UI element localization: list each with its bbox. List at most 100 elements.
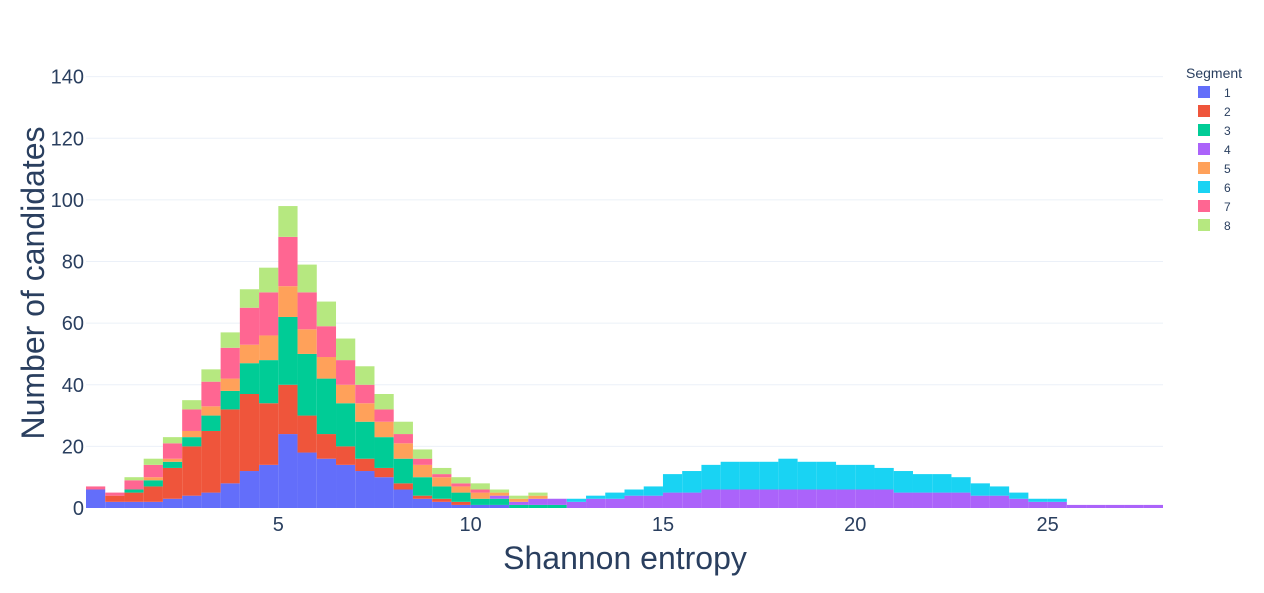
bar-segment-5 [278, 286, 298, 317]
bar-segment-4 [1009, 498, 1029, 508]
bar-segment-7 [451, 483, 471, 487]
bar-segment-2 [182, 446, 202, 496]
y-tick-label: 80 [62, 252, 84, 274]
bar-segment-1 [297, 452, 317, 508]
bar-segment-4 [489, 495, 510, 499]
bar-segment-8 [124, 477, 144, 481]
bar-segment-8 [278, 206, 298, 237]
bar-segment-6 [759, 461, 779, 490]
bar-segment-7 [470, 489, 490, 493]
bar-segment-1 [470, 504, 490, 508]
bar-segment-1 [220, 483, 240, 508]
bar-segment-5 [220, 378, 240, 391]
x-axis-ticks: 5 10 15 20 25 [273, 514, 1059, 536]
bar-segment-7 [143, 464, 163, 478]
bar-segment-7 [336, 360, 356, 385]
bar-segment-3 [143, 480, 163, 487]
bar-segment-6 [662, 474, 683, 493]
bar-segment-2 [162, 467, 183, 499]
bar-segment-1 [278, 434, 298, 508]
bar-segment-7 [259, 292, 279, 336]
bar-segment-4 [720, 489, 740, 508]
bar-segment-8 [528, 492, 548, 496]
bar-segment-2 [124, 492, 144, 502]
bar-segment-4 [1066, 504, 1087, 508]
bar-segment-4 [912, 492, 933, 508]
bar-segment-1 [201, 492, 221, 508]
bar-segment-2 [259, 403, 279, 465]
legend-label: 1 [1224, 86, 1231, 100]
bar-segment-6 [932, 474, 952, 493]
bar-segment-2 [143, 486, 163, 502]
bar-segment-4 [932, 492, 952, 508]
bar-segment-1 [489, 504, 510, 508]
bar-segment-4 [1028, 501, 1048, 508]
bar-segment-1 [105, 501, 125, 508]
bar-segment-7 [374, 409, 394, 422]
bar-segment-8 [355, 366, 375, 385]
bar-segment-4 [989, 495, 1010, 508]
bar-segment-4 [605, 498, 625, 508]
bar-segment-6 [989, 486, 1010, 496]
bar-segment-4 [662, 492, 683, 508]
stacked-bars [86, 206, 1163, 508]
bar-segment-2 [220, 409, 240, 484]
bar-segment-5 [432, 477, 452, 487]
bar-segment-2 [336, 446, 356, 465]
bar-segment-3 [412, 477, 433, 496]
bar-segment-8 [162, 437, 183, 444]
legend-swatch [1198, 181, 1210, 193]
bar-segment-6 [643, 486, 663, 496]
bar-segment-6 [605, 492, 625, 499]
bar-segment-6 [855, 464, 875, 490]
bar-segment-6 [1047, 498, 1067, 502]
bar-segment-3 [316, 378, 337, 435]
bar-segment-3 [278, 316, 298, 385]
y-tick-label: 120 [51, 128, 84, 150]
bar-segment-5 [528, 495, 548, 499]
bar-segment-6 [566, 498, 587, 502]
bar-segment-1 [239, 471, 260, 508]
legend-swatch [1198, 86, 1210, 98]
x-tick-label: 20 [844, 514, 866, 536]
bar-segment-6 [970, 483, 990, 496]
bar-segment-5 [489, 492, 510, 496]
bar-segment-3 [355, 421, 375, 459]
y-tick-label: 140 [51, 67, 84, 89]
bar-segment-2 [355, 458, 375, 472]
bar-segment-7 [105, 492, 125, 496]
bar-segment-5 [470, 492, 490, 499]
bar-segment-7 [316, 326, 337, 358]
bar-segment-4 [509, 501, 529, 505]
bar-segment-1 [162, 498, 183, 508]
bar-segment-6 [1028, 498, 1048, 502]
bar-segment-6 [893, 471, 913, 493]
bar-segment-3 [297, 353, 317, 416]
bar-segment-5 [201, 406, 221, 416]
bar-segment-8 [451, 477, 471, 484]
y-tick-label: 60 [62, 313, 84, 335]
bar-segment-4 [1105, 504, 1125, 508]
legend-label: 6 [1224, 181, 1231, 195]
bar-segment-3 [547, 504, 567, 508]
bar-segment-6 [586, 495, 606, 499]
bar-segment-5 [509, 498, 529, 502]
bar-segment-8 [432, 467, 452, 475]
bar-segment-2 [297, 415, 317, 453]
legend-label: 4 [1224, 143, 1231, 157]
bar-segment-1 [355, 471, 375, 508]
bar-segment-4 [816, 489, 837, 508]
bar-segment-2 [316, 434, 337, 459]
bar-segment-6 [739, 461, 760, 490]
y-tick-label: 40 [62, 375, 84, 397]
bar-segment-4 [893, 492, 913, 508]
bar-segment-7 [201, 381, 221, 407]
x-tick-label: 15 [652, 514, 674, 536]
bar-segment-4 [1086, 504, 1106, 508]
y-tick-label: 0 [73, 498, 84, 520]
bar-segment-1 [259, 464, 279, 508]
bar-segment-4 [624, 495, 644, 508]
bar-segment-7 [393, 434, 413, 444]
x-axis-title: Shannon entropy [503, 540, 747, 576]
